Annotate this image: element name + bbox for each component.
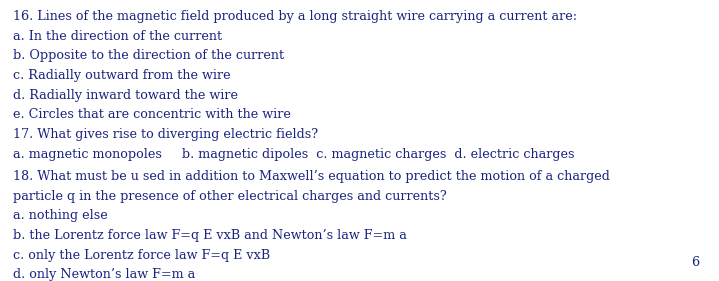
Text: a. nothing else: a. nothing else	[13, 209, 108, 222]
Text: a. In the direction of the current: a. In the direction of the current	[13, 30, 222, 42]
Text: 17. What gives rise to diverging electric fields?: 17. What gives rise to diverging electri…	[13, 128, 318, 141]
Text: particle q in the presence of other electrical charges and currents?: particle q in the presence of other elec…	[13, 190, 446, 203]
Text: d. Radially inward toward the wire: d. Radially inward toward the wire	[13, 89, 238, 101]
Text: 16. Lines of the magnetic field produced by a long straight wire carrying a curr: 16. Lines of the magnetic field produced…	[13, 10, 577, 23]
Text: a. magnetic monopoles     b. magnetic dipoles  c. magnetic charges  d. electric : a. magnetic monopoles b. magnetic dipole…	[13, 148, 574, 160]
Text: d. only Newton’s law F=m a: d. only Newton’s law F=m a	[13, 268, 195, 281]
Text: 18. What must be u sed in addition to Maxwell’s equation to predict the motion o: 18. What must be u sed in addition to Ma…	[13, 170, 610, 183]
Text: 6: 6	[691, 256, 699, 269]
Text: e. Circles that are concentric with the wire: e. Circles that are concentric with the …	[13, 108, 290, 121]
Text: b. Opposite to the direction of the current: b. Opposite to the direction of the curr…	[13, 49, 284, 62]
Text: b. the Lorentz force law F=q E vxB and Newton’s law F=m a: b. the Lorentz force law F=q E vxB and N…	[13, 229, 407, 242]
Text: c. only the Lorentz force law F=q E vxB: c. only the Lorentz force law F=q E vxB	[13, 249, 270, 262]
Text: c. Radially outward from the wire: c. Radially outward from the wire	[13, 69, 231, 82]
